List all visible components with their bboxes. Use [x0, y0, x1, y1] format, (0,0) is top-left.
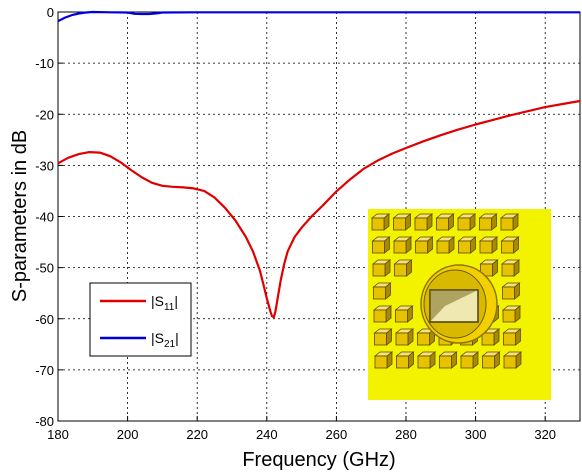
y-axis-label: S-parameters in dB [9, 130, 31, 302]
array-cube [435, 236, 456, 254]
y-tick-label--60: -60 [35, 312, 54, 327]
central-aperture [420, 264, 498, 344]
y-tick-label--20: -20 [35, 107, 54, 122]
x-tick-label-240: 240 [256, 427, 278, 442]
aperture-slot-shadow [430, 290, 478, 322]
y-tick-label--10: -10 [35, 56, 54, 71]
array-cube [392, 236, 413, 254]
legend-s21-main: |S [151, 330, 164, 346]
array-cube [394, 328, 415, 346]
array-cube [416, 351, 437, 369]
x-tick-label-300: 300 [465, 427, 487, 442]
array-cube [395, 351, 415, 369]
array-cube [373, 351, 394, 369]
y-tick-label--30: -30 [35, 158, 54, 173]
array-cube [481, 351, 501, 369]
legend-s21-sub: 21 [164, 339, 176, 350]
y-tick-label--40: -40 [35, 210, 54, 225]
x-tick-label-260: 260 [326, 427, 348, 442]
legend-s11-main: |S [151, 293, 164, 309]
array-cube [479, 259, 499, 277]
legend-s21-end: | [175, 330, 179, 346]
tick-labels: 180 200 220 240 260 280 300 320 0 -10 -20 -30 -40 -50… [35, 5, 556, 442]
antenna-array-model-icon [368, 209, 551, 400]
legend-s11-end: | [174, 293, 178, 309]
array-cube [500, 236, 520, 254]
x-tick-label-320: 320 [534, 427, 556, 442]
array-cube [413, 213, 434, 231]
legend-label-s11: |S11| [151, 293, 178, 313]
y-tick-label--50: -50 [35, 261, 54, 276]
y-tick-label-0: 0 [47, 5, 54, 20]
x-axis-label: Frequency (GHz) [242, 449, 395, 471]
array-cube [502, 328, 522, 346]
series-line-s11 [57, 99, 581, 319]
array-cube [393, 259, 413, 277]
series-layer [57, 10, 581, 319]
array-cube [370, 213, 391, 231]
array-cube [371, 236, 391, 254]
array-cube [414, 236, 434, 254]
array-cube [373, 328, 393, 346]
x-tick-label-220: 220 [186, 427, 208, 442]
array-cube [459, 351, 480, 369]
array-cube [457, 236, 477, 254]
array-cube [502, 351, 523, 369]
legend-box [89, 282, 192, 357]
array-cube [500, 259, 521, 277]
legend-s11-sub: 11 [164, 302, 175, 313]
array-cube [438, 351, 458, 369]
array-cube [392, 213, 412, 231]
x-tick-label-180: 180 [47, 427, 69, 442]
array-cube [456, 213, 477, 231]
y-tick-label--70: -70 [35, 363, 54, 378]
x-tick-label-200: 200 [117, 427, 139, 442]
series-line-s21 [57, 10, 580, 23]
array-cube [435, 213, 455, 231]
array-cube [501, 305, 522, 323]
legend-label-s21: |S21| [151, 330, 179, 350]
array-cube [499, 213, 520, 231]
array-cube [501, 282, 521, 300]
y-tick-label--80: -80 [35, 414, 54, 429]
legend: |S11| |S21| [89, 282, 192, 357]
array-cube [478, 213, 498, 231]
array-cube [478, 236, 499, 254]
array-cube [394, 305, 414, 323]
array-cube [371, 259, 392, 277]
array-cube [372, 305, 393, 323]
x-tick-label-280: 280 [395, 427, 417, 442]
array-cube [372, 282, 392, 300]
